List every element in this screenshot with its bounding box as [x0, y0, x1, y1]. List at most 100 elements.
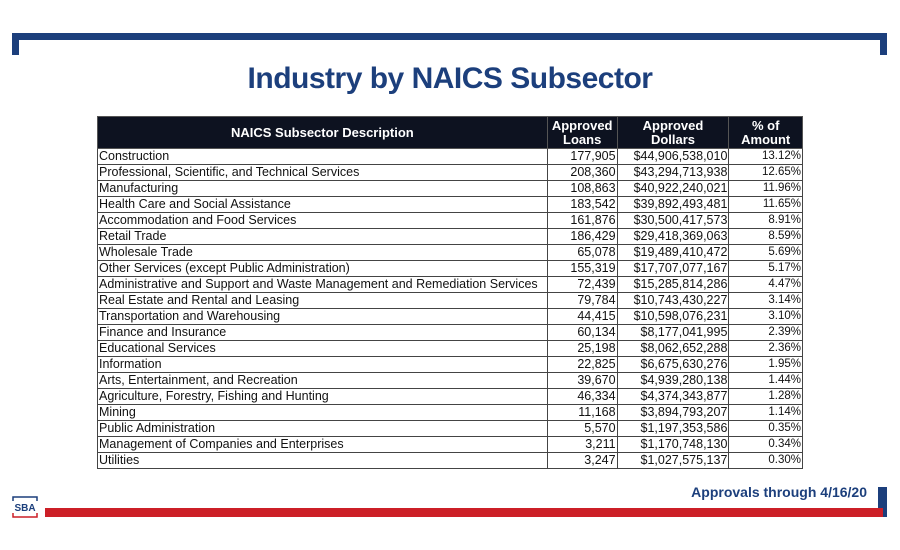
row-percent-amount: 8.59% [728, 228, 803, 245]
row-description: Finance and Insurance [97, 324, 548, 341]
table-row: Arts, Entertainment, and Recreation 39,67… [97, 372, 803, 389]
row-percent-amount: 2.39% [728, 324, 803, 341]
row-approved-loans: 11,168 [546, 404, 618, 421]
page-title: Industry by NAICS Subsector [247, 62, 653, 95]
row-approved-loans: 183,542 [546, 196, 618, 213]
naics-table: NAICS Subsector Description Approved Loa… [97, 116, 803, 469]
row-percent-amount: 8.91% [728, 212, 803, 229]
header-description: NAICS Subsector Description [97, 116, 548, 149]
row-description: Arts, Entertainment, and Recreation [97, 372, 548, 389]
row-approved-loans: 108,863 [546, 180, 618, 197]
table-row: Agriculture, Forestry, Fishing and Hunti… [97, 388, 803, 405]
row-approved-dollars: $10,743,430,227 [616, 292, 730, 309]
table-row: Other Services (except Public Administra… [97, 260, 803, 277]
table-row: Transportation and Warehousing 44,415 $10,… [97, 308, 803, 325]
svg-text:SBA: SBA [14, 503, 35, 514]
row-approved-loans: 79,784 [546, 292, 618, 309]
row-approved-loans: 65,078 [546, 244, 618, 261]
row-percent-amount: 3.10% [728, 308, 803, 325]
table-row: Construction 177,905 $44,906,538,010 13.12% [97, 148, 803, 165]
row-percent-amount: 4.47% [728, 276, 803, 293]
table-row: Information 22,825 $6,675,630,276 1.95% [97, 356, 803, 373]
row-percent-amount: 1.44% [728, 372, 803, 389]
row-percent-amount: 11.65% [728, 196, 803, 213]
table-row: Retail Trade 186,429 $29,418,369,063 8.59% [97, 228, 803, 245]
row-percent-amount: 11.96% [728, 180, 803, 197]
table-row: Health Care and Social Assistance 183,542… [97, 196, 803, 213]
row-description: Agriculture, Forestry, Fishing and Hunti… [97, 388, 548, 405]
table-row: Professional, Scientific, and Technical … [97, 164, 803, 181]
row-percent-amount: 5.17% [728, 260, 803, 277]
row-description: Health Care and Social Assistance [97, 196, 548, 213]
table-row: Wholesale Trade 65,078 $19,489,410,472 5.69… [97, 244, 803, 261]
footer-accent-right [878, 487, 887, 517]
row-approved-loans: 60,134 [546, 324, 618, 341]
row-description: Public Administration [97, 420, 548, 437]
table-row: Accommodation and Food Services 161,876 $3… [97, 212, 803, 229]
row-approved-loans: 177,905 [546, 148, 618, 165]
row-approved-loans: 46,334 [546, 388, 618, 405]
table-row: Manufacturing 108,863 $40,922,240,021 11.96… [97, 180, 803, 197]
row-percent-amount: 1.28% [728, 388, 803, 405]
row-approved-loans: 186,429 [546, 228, 618, 245]
table-row: Management of Companies and Enterprises 3… [97, 436, 803, 453]
row-approved-dollars: $10,598,076,231 [616, 308, 730, 325]
row-description: Manufacturing [97, 180, 548, 197]
row-approved-loans: 39,670 [546, 372, 618, 389]
footer-red-bar [45, 508, 883, 517]
table-row: Utilities 3,247 $1,027,575,137 0.30% [97, 452, 803, 469]
row-approved-dollars: $3,894,793,207 [616, 404, 730, 421]
row-approved-dollars: $8,062,652,288 [616, 340, 730, 357]
row-description: Real Estate and Rental and Leasing [97, 292, 548, 309]
row-approved-dollars: $1,027,575,137 [616, 452, 730, 469]
row-approved-dollars: $1,197,353,586 [616, 420, 730, 437]
header-approved-loans: Approved Loans [546, 116, 618, 149]
row-percent-amount: 13.12% [728, 148, 803, 165]
header-approved-dollars: Approved Dollars [616, 116, 730, 149]
row-description: Accommodation and Food Services [97, 212, 548, 229]
row-description: Professional, Scientific, and Technical … [97, 164, 548, 181]
row-approved-loans: 72,439 [546, 276, 618, 293]
row-approved-loans: 44,415 [546, 308, 618, 325]
row-percent-amount: 3.14% [728, 292, 803, 309]
row-percent-amount: 12.65% [728, 164, 803, 181]
row-percent-amount: 0.34% [728, 436, 803, 453]
row-approved-loans: 161,876 [546, 212, 618, 229]
row-approved-dollars: $40,922,240,021 [616, 180, 730, 197]
row-approved-dollars: $6,675,630,276 [616, 356, 730, 373]
row-approved-dollars: $4,374,343,877 [616, 388, 730, 405]
row-approved-dollars: $19,489,410,472 [616, 244, 730, 261]
row-approved-dollars: $39,892,493,481 [616, 196, 730, 213]
header-percent-amount: % of Amount [728, 116, 803, 149]
row-approved-dollars: $17,707,077,167 [616, 260, 730, 277]
table-row: Public Administration 5,570 $1,197,353,586… [97, 420, 803, 437]
row-percent-amount: 1.95% [728, 356, 803, 373]
row-approved-dollars: $29,418,369,063 [616, 228, 730, 245]
table-row: Administrative and Support and Waste Man… [97, 276, 803, 293]
row-description: Construction [97, 148, 548, 165]
row-description: Retail Trade [97, 228, 548, 245]
top-accent-bar-left [12, 33, 19, 55]
row-approved-loans: 3,247 [546, 452, 618, 469]
row-percent-amount: 2.36% [728, 340, 803, 357]
top-accent-bar [12, 33, 887, 40]
table-row: Educational Services 25,198 $8,062,652,288… [97, 340, 803, 357]
row-percent-amount: 0.30% [728, 452, 803, 469]
row-approved-loans: 25,198 [546, 340, 618, 357]
row-description: Mining [97, 404, 548, 421]
row-approved-dollars: $43,294,713,938 [616, 164, 730, 181]
row-description: Educational Services [97, 340, 548, 357]
row-approved-loans: 22,825 [546, 356, 618, 373]
row-approved-loans: 5,570 [546, 420, 618, 437]
sba-logo: SBA [12, 496, 38, 518]
row-description: Other Services (except Public Administra… [97, 260, 548, 277]
table-row: Finance and Insurance 60,134 $8,177,041,99… [97, 324, 803, 341]
table-row: Mining 11,168 $3,894,793,207 1.14% [97, 404, 803, 421]
row-percent-amount: 0.35% [728, 420, 803, 437]
row-approved-loans: 155,319 [546, 260, 618, 277]
row-approved-dollars: $44,906,538,010 [616, 148, 730, 165]
row-percent-amount: 1.14% [728, 404, 803, 421]
row-approved-loans: 208,360 [546, 164, 618, 181]
row-description: Management of Companies and Enterprises [97, 436, 548, 453]
row-approved-dollars: $15,285,814,286 [616, 276, 730, 293]
